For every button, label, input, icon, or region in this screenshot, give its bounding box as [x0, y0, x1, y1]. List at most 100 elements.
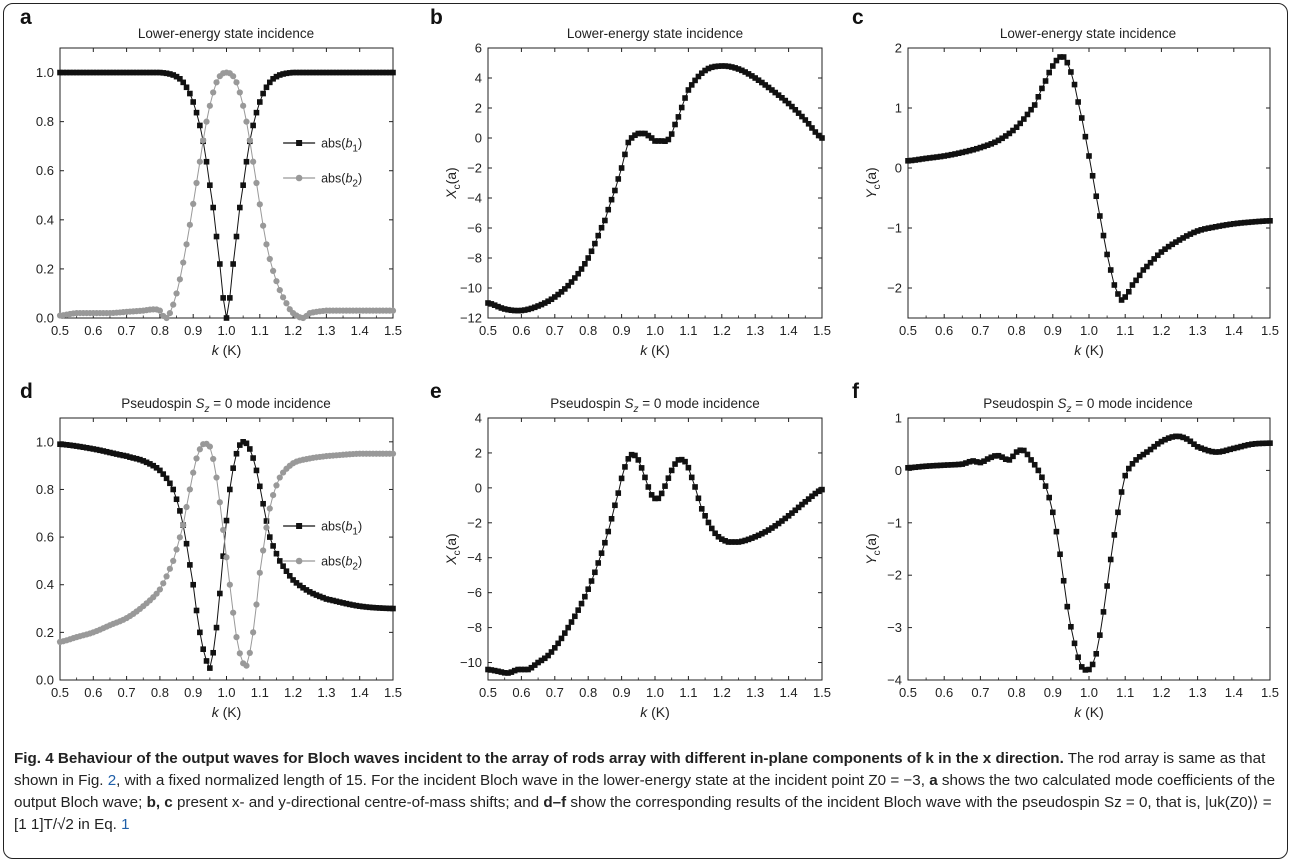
- data-point-e: [795, 504, 802, 511]
- data-point-d: [133, 455, 140, 462]
- data-point-d: [113, 451, 120, 457]
- y-tick-label-d: 0.2: [36, 625, 54, 640]
- x-tick-label-f: 1.4: [1225, 685, 1243, 700]
- x-axis-label-b: k (K): [640, 342, 670, 358]
- data-point-a: [123, 69, 130, 76]
- data-point-a: [170, 72, 177, 78]
- data-point-c: [995, 137, 1002, 144]
- data-point-b: [632, 132, 638, 139]
- data-point-f: [1133, 457, 1139, 463]
- data-point-e: [722, 538, 728, 544]
- y-tick-label-c: −2: [887, 281, 902, 296]
- caption-fig-ref-link[interactable]: 2: [107, 772, 117, 789]
- data-point-d: [150, 462, 157, 469]
- data-point-e: [742, 537, 748, 544]
- x-tick-label-a: 1.2: [284, 323, 302, 338]
- data-point-d: [147, 461, 153, 467]
- data-point-f: [1267, 440, 1273, 446]
- data-point-f: [992, 453, 998, 459]
- data-point-e: [762, 529, 769, 535]
- data-point-d: [163, 573, 170, 580]
- data-point-f: [1115, 509, 1121, 516]
- caption-panel-df: d–f: [543, 794, 567, 811]
- panel-letter-a: a: [20, 6, 32, 29]
- x-tick-label-c: 1.1: [1116, 323, 1134, 338]
- data-point-f: [1024, 451, 1031, 458]
- data-point-b: [592, 240, 598, 247]
- x-tick-label-c: 0.6: [935, 323, 953, 338]
- data-point-f: [1176, 433, 1183, 440]
- series-a-2: [56, 69, 397, 322]
- data-point-e: [518, 666, 525, 673]
- data-point-f: [1263, 440, 1270, 447]
- data-point-d: [197, 629, 203, 636]
- data-point-c: [1216, 223, 1223, 229]
- data-point-a: [353, 69, 360, 76]
- x-tick-label-d: 0.7: [118, 685, 136, 700]
- data-point-e: [572, 613, 578, 620]
- data-point-a: [246, 137, 253, 144]
- data-point-c: [941, 153, 947, 159]
- data-point-e: [578, 600, 585, 607]
- x-tick-label-d: 1.1: [251, 685, 269, 700]
- data-point-f: [1209, 448, 1215, 455]
- data-point-d: [340, 600, 346, 606]
- x-tick-label-b: 1.4: [780, 323, 798, 338]
- data-point-d: [373, 605, 380, 611]
- data-point-c: [963, 148, 969, 155]
- data-point-e: [562, 630, 568, 636]
- legend-label-a: abs(b1): [321, 137, 362, 155]
- data-point-b: [725, 63, 732, 70]
- y-tick-label-b: −6: [467, 221, 482, 236]
- data-point-a: [63, 69, 70, 76]
- data-point-f: [1231, 445, 1237, 452]
- data-point-b: [585, 255, 591, 261]
- data-point-f: [1035, 467, 1042, 474]
- data-point-d: [236, 650, 243, 657]
- data-point-c: [984, 142, 991, 148]
- data-point-e: [665, 475, 672, 481]
- data-point-c: [1097, 213, 1103, 219]
- data-point-a: [193, 179, 200, 187]
- x-tick-label-d: 1.0: [217, 685, 235, 700]
- x-tick-label-f: 0.6: [935, 685, 953, 700]
- data-point-d: [207, 665, 213, 671]
- data-point-c: [1078, 115, 1085, 121]
- data-point-f: [1147, 446, 1154, 453]
- data-point-a: [273, 278, 280, 285]
- data-point-a: [390, 69, 396, 76]
- data-point-d: [266, 505, 273, 512]
- panel-title-b: Lower-energy state incidence: [567, 26, 743, 41]
- data-point-e: [541, 655, 548, 662]
- x-tick-label-a: 1.1: [251, 323, 269, 338]
- data-point-c: [1129, 282, 1136, 288]
- data-point-a: [193, 109, 200, 116]
- data-point-f: [955, 461, 962, 468]
- data-point-b: [545, 298, 551, 305]
- data-point-d: [296, 582, 303, 589]
- data-point-b: [792, 107, 799, 113]
- data-point-c: [1220, 222, 1226, 229]
- data-point-c: [1064, 59, 1071, 66]
- data-point-c: [1021, 116, 1027, 122]
- data-point-e: [528, 664, 535, 671]
- data-point-c: [930, 154, 937, 161]
- x-tick-label-b: 0.9: [613, 323, 631, 338]
- series-line-e: [487, 454, 823, 674]
- data-point-c: [1249, 219, 1255, 225]
- data-point-b: [819, 135, 825, 141]
- data-point-a: [283, 300, 290, 307]
- data-point-f: [1249, 441, 1255, 447]
- y-tick-label-f: 0: [895, 463, 902, 478]
- data-point-c: [1198, 227, 1205, 233]
- data-point-c: [908, 157, 915, 164]
- data-point-c: [1162, 246, 1168, 252]
- data-point-d: [140, 458, 147, 464]
- data-point-c: [1267, 218, 1273, 224]
- caption-eq-ref-link[interactable]: 1: [121, 816, 130, 833]
- y-tick-label-e: 4: [475, 411, 482, 426]
- panel-d: d Pseudospin Sz = 0 mode incidence 0.5 0.6 0…: [20, 380, 402, 720]
- data-point-b: [719, 63, 725, 69]
- data-point-a: [236, 89, 243, 96]
- data-point-c: [1082, 133, 1089, 140]
